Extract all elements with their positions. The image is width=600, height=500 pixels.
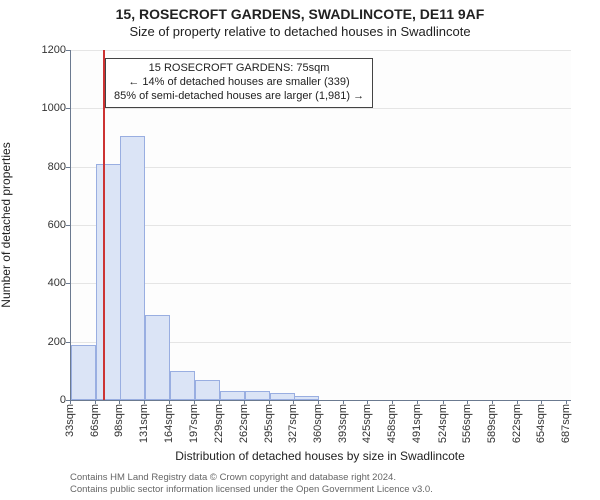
x-tick-label: 654sqm (535, 404, 547, 443)
x-tick-label: 458sqm (386, 404, 398, 443)
histogram-bar (294, 396, 319, 400)
x-tick-label: 622sqm (511, 404, 523, 443)
y-tick-mark (66, 50, 70, 51)
chart-title-address: 15, ROSECROFT GARDENS, SWADLINCOTE, DE11… (0, 6, 600, 22)
info-line-2: ← 14% of detached houses are smaller (33… (114, 76, 364, 90)
histogram-bar (145, 315, 170, 400)
x-tick-label: 98sqm (113, 404, 125, 437)
x-tick-label: 556sqm (461, 404, 473, 443)
footer-line-1: Contains HM Land Registry data © Crown c… (70, 472, 570, 484)
x-tick-label: 425sqm (361, 404, 373, 443)
histogram-bar (245, 391, 270, 400)
x-tick-label: 360sqm (312, 404, 324, 443)
y-tick-mark (66, 108, 70, 109)
chart-stage: 15, ROSECROFT GARDENS, SWADLINCOTE, DE11… (0, 0, 600, 500)
x-tick-label: 524sqm (437, 404, 449, 443)
x-tick-label: 589sqm (486, 404, 498, 443)
y-tick-label: 400 (6, 277, 66, 289)
x-tick-label: 164sqm (163, 404, 175, 443)
histogram-bar (96, 164, 121, 400)
x-tick-label: 295sqm (263, 404, 275, 443)
x-tick-label: 131sqm (138, 404, 150, 443)
y-tick-label: 600 (6, 219, 66, 231)
histogram-bar (170, 371, 195, 400)
x-tick-label: 197sqm (188, 404, 200, 443)
x-axis-title: Distribution of detached houses by size … (70, 449, 570, 463)
x-tick-label: 229sqm (213, 404, 225, 443)
gridline (71, 108, 571, 109)
y-tick-mark (66, 283, 70, 284)
x-tick-label: 393sqm (337, 404, 349, 443)
y-tick-label: 1000 (6, 102, 66, 114)
x-tick-label: 262sqm (238, 404, 250, 443)
y-tick-label: 800 (6, 161, 66, 173)
footer-line-2: Contains public sector information licen… (70, 484, 570, 496)
y-tick-mark (66, 342, 70, 343)
y-tick-mark (66, 167, 70, 168)
gridline (71, 283, 571, 284)
histogram-bar (71, 345, 96, 400)
x-tick-label: 687sqm (560, 404, 572, 443)
x-tick-label: 491sqm (411, 404, 423, 443)
histogram-bar (220, 391, 245, 400)
histogram-bar (270, 393, 295, 400)
info-line-3: 85% of semi-detached houses are larger (… (114, 90, 364, 104)
histogram-bar (195, 380, 220, 400)
y-tick-label: 1200 (6, 44, 66, 56)
x-tick-label: 33sqm (64, 404, 76, 437)
y-tick-label: 0 (6, 394, 66, 406)
gridline (71, 50, 571, 51)
x-tick-label: 66sqm (89, 404, 101, 437)
x-tick-label: 327sqm (287, 404, 299, 443)
y-tick-mark (66, 225, 70, 226)
y-tick-label: 200 (6, 336, 66, 348)
gridline (71, 225, 571, 226)
footer-attribution: Contains HM Land Registry data © Crown c… (70, 472, 570, 496)
chart-title-desc: Size of property relative to detached ho… (0, 24, 600, 39)
gridline (71, 167, 571, 168)
histogram-bar (120, 136, 145, 400)
info-box: 15 ROSECROFT GARDENS: 75sqm ← 14% of det… (105, 58, 373, 108)
info-line-1: 15 ROSECROFT GARDENS: 75sqm (114, 62, 364, 76)
